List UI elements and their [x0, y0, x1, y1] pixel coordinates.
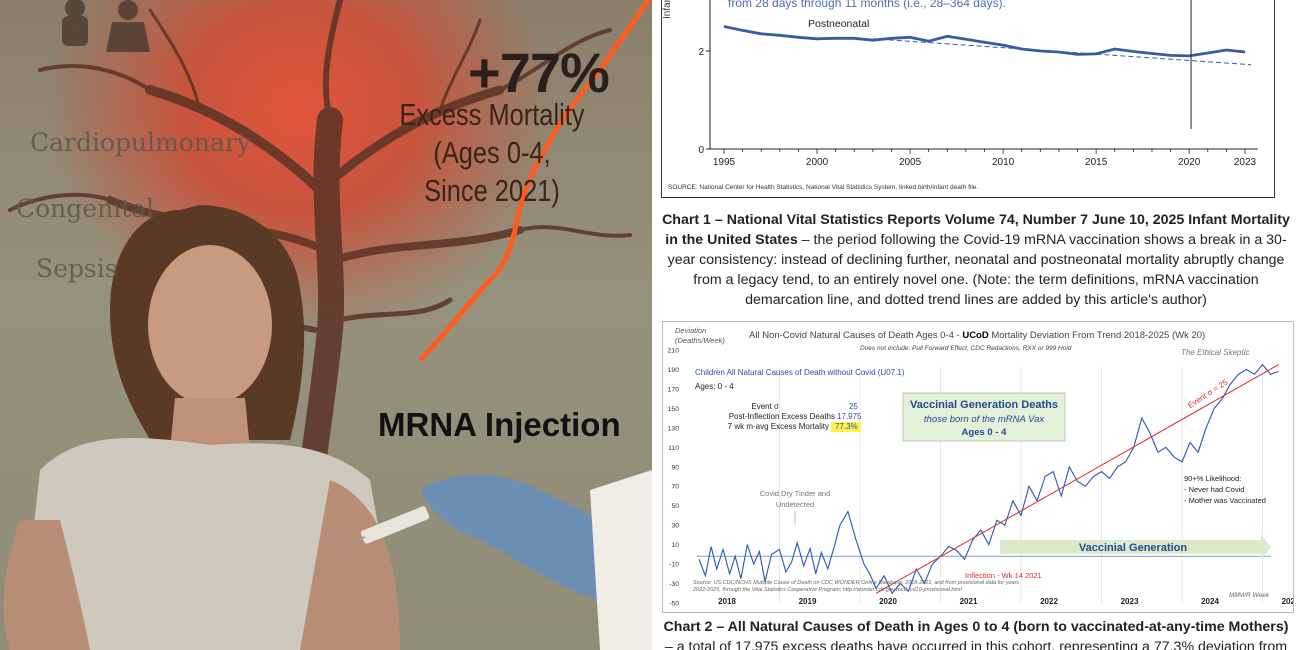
rising-trend-line [418, 0, 652, 362]
chart2-y-tick-label: -10 [669, 562, 679, 569]
chart2-y-tick-label: 50 [671, 503, 679, 510]
stat-avg-highlight [831, 422, 861, 432]
article-panel: Infant from 28 days through 11 months (i… [652, 0, 1300, 650]
chart1-caption-title: Chart 1 – National Vital Statistics Repo… [662, 212, 1290, 248]
inflection-label: Inflection - Wk 14 2021 [965, 571, 1042, 580]
chart1-x-tick-label: 2005 [899, 157, 922, 168]
chart1-x-tick-label: 2015 [1085, 157, 1108, 168]
chart1-frame: Infant from 28 days through 11 months (i… [661, 0, 1275, 198]
headline-line: Excess Mortality [399, 97, 585, 132]
chart2-series-name: Children All Natural Causes of Death wit… [695, 368, 905, 377]
injection-label: MRNA Injection [378, 406, 621, 443]
chart1-y-tick-label: 2 [698, 47, 704, 58]
headline-text: Excess Mortality (Ages 0-4, Since 2021) [385, 96, 598, 210]
chart2-x-tick-label: 2023 [1121, 597, 1139, 606]
chart2-caption-title: Chart 2 – All Natural Causes of Death in… [663, 619, 1289, 635]
chart1-y-tick-label: 0 [698, 145, 704, 156]
illustration: +77% Excess Mortality (Ages 0-4, Since 2… [0, 0, 652, 650]
condition-label: Cardiopulmonary [30, 128, 251, 157]
headline-line: (Ages 0-4, [433, 135, 551, 170]
chart1-x-tick-label: 2020 [1178, 157, 1201, 168]
chart2-y-tick-label: 110 [668, 445, 679, 452]
headline-percent: +77% [468, 41, 610, 104]
arrow-label: Vaccinial Generation [1079, 542, 1187, 554]
chart2-ylabel: (Deaths/Week) [675, 336, 725, 345]
chart2-x-tick-label: 2021 [960, 597, 978, 606]
chart1-x-tick-label: 1995 [713, 157, 736, 168]
covid-note: Undetected [776, 500, 814, 509]
vax-generation-box [902, 392, 1066, 442]
chart2-y-tick-label: -50 [669, 601, 679, 608]
stat-avg-label: 7 wk m-avg Excess Mortality [728, 422, 829, 431]
chart2-caption-body: – a total of 17,975 excess deaths have o… [664, 639, 1288, 650]
chart2-frame: Deviation (Deaths/Week) All Non-Covid Na… [662, 321, 1300, 613]
chart2-source: 2022-2025, through the Vital Statistics … [692, 587, 962, 593]
chart2-y-tick-label: 190 [668, 367, 680, 374]
chart1-ylabel: Infant [662, 0, 673, 19]
chart1-x-tick-label: 2010 [992, 157, 1015, 168]
chart2-y-tick-label: -30 [669, 581, 679, 588]
chart2-x-tick-label: 2025 [1282, 597, 1293, 606]
likelihood-note: - Never had Covid [1184, 485, 1244, 494]
likelihood-note: - Mother was Vaccinated [1184, 496, 1266, 505]
stat-avg-value: 77.3% [835, 422, 858, 431]
chart2-ylabel: Deviation [675, 326, 706, 335]
chart2-watermark: The Ethical Skeptic [1181, 348, 1249, 357]
chart2-series-line [698, 363, 1279, 595]
condition-label: Sepsis [36, 254, 118, 283]
chart2-x-tick-label: 2018 [718, 597, 736, 606]
chart2-y-tick-label: 30 [671, 523, 679, 530]
chart1-x-tick-label: 2023 [1234, 157, 1257, 168]
chart2-ages-label: Ages: 0 - 4 [695, 382, 734, 391]
chart2-y-tick-label: 210 [668, 348, 680, 355]
likelihood-note: 90+% Likelihood: [1184, 474, 1241, 483]
vax-generation-arrow [1000, 535, 1271, 559]
stat-sigma-value: 25 [849, 402, 858, 411]
chart2-y-tick-label: 170 [668, 386, 680, 393]
chart2-source: Source: US CDC/NCHS Multiple Cause of De… [693, 580, 1019, 586]
chart2-caption: Chart 2 – All Natural Causes of Death in… [658, 617, 1294, 650]
box-title: Vaccinial Generation Deaths [910, 399, 1058, 411]
chart2-trend-line [875, 364, 1279, 594]
chart1-x-tick-label: 2000 [806, 157, 829, 168]
chart1-series-line [723, 25, 1246, 58]
chart2-y-tick-label: 90 [671, 464, 679, 471]
syringe-hand [344, 470, 652, 650]
chart2-x-tick-label: 2024 [1201, 597, 1219, 606]
illustration-art [3, 0, 652, 650]
chart1-source: SOURCE: National Center for Health Stati… [668, 184, 978, 191]
chart2-x-tick-label: 2019 [799, 597, 817, 606]
chart2-y-tick-label: 130 [668, 425, 680, 432]
chart2-x-tick-label: 2020 [879, 597, 897, 606]
chart1-caption-body: – the period following the Covid-19 mRNA… [667, 232, 1287, 308]
chart1-series-label: Postneonatal [808, 18, 869, 30]
chart1-trend-line [872, 38, 1252, 66]
chart2-y-tick-label: 10 [671, 542, 679, 549]
stat-excess-value: 17,975 [837, 412, 862, 421]
headline-line: Since 2021) [424, 173, 560, 208]
stat-sigma-label: Event σ [751, 402, 779, 411]
chart1-caption: Chart 1 – National Vital Statistics Repo… [658, 210, 1294, 310]
chart2-x-tick-label: 2022 [1040, 597, 1058, 606]
chart2-y-tick-label: 150 [668, 406, 680, 413]
condition-label: Congenital [16, 194, 155, 223]
chart1-annotation: from 28 days through 11 months (i.e., 28… [728, 0, 1006, 10]
covid-note: Covid Dry Tinder and [760, 489, 830, 498]
box-line3: Ages 0 - 4 [962, 427, 1008, 438]
box-line2: those born of the mRNA Vax [924, 414, 1045, 425]
chart2-xaxis-label: MMWR Week [1229, 592, 1270, 599]
woman-figure [3, 205, 400, 650]
chart2-svg: Deviation (Deaths/Week) All Non-Covid Na… [668, 326, 1300, 608]
chart2-title: All Non-Covid Natural Causes of Death Ag… [749, 330, 1205, 341]
chart1-svg: Infant from 28 days through 11 months (i… [662, 0, 1258, 191]
chart2-subtitle: Does not include: Pull Forward Effect, C… [860, 345, 1072, 352]
children-silhouette [62, 0, 150, 52]
chart2-y-tick-label: 70 [671, 484, 679, 491]
stat-excess-label: Post-Inflection Excess Deaths [729, 412, 835, 421]
